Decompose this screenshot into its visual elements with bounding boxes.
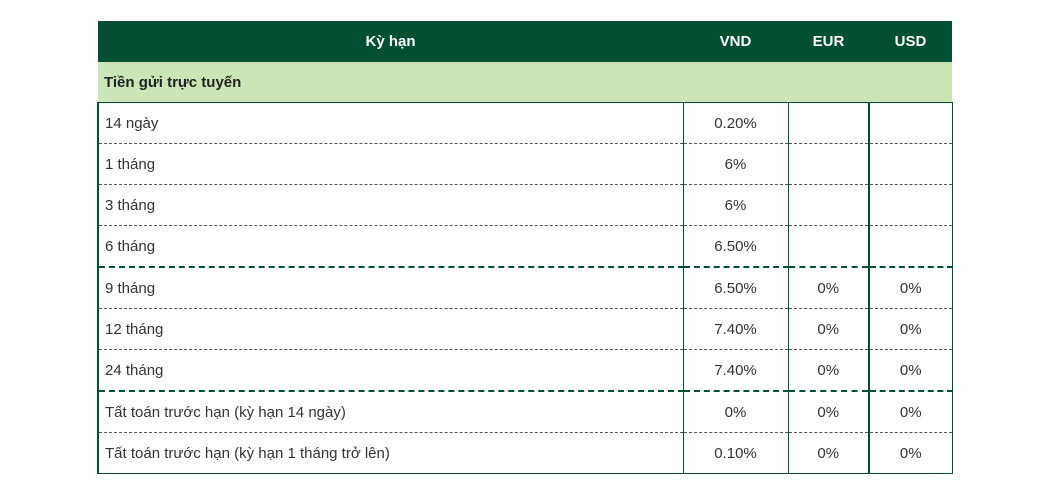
usd-cell — [869, 102, 953, 144]
section-row: Tiền gửi trực tuyến — [98, 62, 952, 103]
vnd-cell: 6% — [683, 143, 789, 185]
eur-cell: 0% — [788, 432, 870, 474]
eur-cell: 0% — [788, 349, 870, 392]
eur-cell — [788, 143, 870, 185]
vnd-cell: 7.40% — [683, 308, 789, 350]
section-title: Tiền gửi trực tuyến — [98, 62, 952, 103]
term-cell: Tất toán trước hạn (kỳ hạn 14 ngày) — [97, 391, 684, 433]
term-cell: 1 tháng — [97, 143, 684, 185]
term-cell: 24 tháng — [97, 349, 684, 392]
term-cell: 3 tháng — [97, 184, 684, 226]
vnd-cell: 6.50% — [683, 267, 789, 309]
table-row: 1 tháng 6% — [97, 143, 953, 185]
usd-cell: 0% — [869, 391, 953, 433]
usd-cell: 0% — [869, 308, 953, 350]
usd-cell — [869, 225, 953, 268]
table-row: 24 tháng 7.40% 0% 0% — [97, 349, 953, 392]
vnd-cell: 7.40% — [683, 349, 789, 392]
term-cell: 12 tháng — [97, 308, 684, 350]
header-usd: USD — [869, 21, 952, 62]
term-cell: 6 tháng — [97, 225, 684, 268]
usd-cell: 0% — [869, 432, 953, 474]
table-row: 3 tháng 6% — [97, 184, 953, 226]
term-cell: Tất toán trước hạn (kỳ hạn 1 tháng trở l… — [97, 432, 684, 474]
header-vnd: VND — [683, 21, 788, 62]
eur-cell: 0% — [788, 267, 870, 309]
usd-cell — [869, 143, 953, 185]
eur-cell: 0% — [788, 391, 870, 433]
vnd-cell: 0.20% — [683, 102, 789, 144]
table-row: 6 tháng 6.50% — [97, 225, 953, 268]
usd-cell — [869, 184, 953, 226]
vnd-cell: 6% — [683, 184, 789, 226]
term-cell: 14 ngày — [97, 102, 684, 144]
header-row: Kỳ hạn VND EUR USD — [98, 21, 952, 62]
vnd-cell: 0% — [683, 391, 789, 433]
interest-rate-table: Kỳ hạn VND EUR USD Tiền gửi trực tuyến 1… — [97, 21, 953, 474]
usd-cell: 0% — [869, 349, 953, 392]
eur-cell — [788, 102, 870, 144]
table-row: Tất toán trước hạn (kỳ hạn 14 ngày) 0% 0… — [97, 391, 953, 433]
header-eur: EUR — [788, 21, 869, 62]
table-row: 14 ngày 0.20% — [97, 102, 953, 144]
usd-cell: 0% — [869, 267, 953, 309]
term-cell: 9 tháng — [97, 267, 684, 309]
table-row: 9 tháng 6.50% 0% 0% — [97, 267, 953, 309]
eur-cell: 0% — [788, 308, 870, 350]
table-row: Tất toán trước hạn (kỳ hạn 1 tháng trở l… — [97, 432, 953, 474]
vnd-cell: 0.10% — [683, 432, 789, 474]
header-term: Kỳ hạn — [98, 21, 683, 62]
table-row: 12 tháng 7.40% 0% 0% — [97, 308, 953, 350]
eur-cell — [788, 225, 870, 268]
eur-cell — [788, 184, 870, 226]
vnd-cell: 6.50% — [683, 225, 789, 268]
